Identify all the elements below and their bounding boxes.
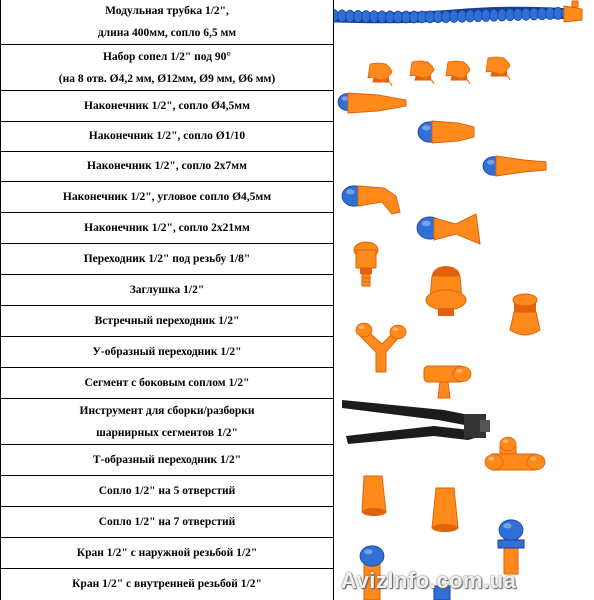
row-label: Модульная трубка 1/2", [105, 5, 229, 17]
row-label: Встречный переходник 1/2" [94, 314, 240, 327]
row-label: Инструмент для сборки/разборки [79, 404, 255, 417]
table-row: Кран 1/2" с наружной резьбой 1/2" [1, 538, 333, 569]
table-row: Наконечник 1/2", сопло Ø4,5мм [1, 91, 333, 122]
table-row: Заглушка 1/2" [1, 275, 333, 306]
watermark: AvizInfo.com.ua [341, 568, 517, 593]
row-label: Сопло 1/2" на 5 отверстий [98, 484, 236, 497]
row-label: Переходник 1/2" под резьбу 1/8" [83, 252, 251, 265]
row-label: Кран 1/2" с наружной резьбой 1/2" [76, 546, 258, 559]
row-label: Наконечник 1/2", сопло Ø4,5мм [84, 99, 250, 112]
row-label: длина 400мм, сопло 6,5 мм [97, 27, 237, 39]
row-label: Т-образный переходник 1/2" [92, 453, 242, 466]
table-row: Наконечник 1/2", сопло 2х21мм [1, 213, 333, 244]
fan-tip-nozzle-icon [416, 213, 481, 245]
tip-nozzle-4-5-icon [337, 92, 407, 114]
y-adapter-icon [355, 322, 407, 373]
tip-nozzle-2x7-icon [482, 155, 547, 177]
tip-nozzle-1-10-icon [417, 120, 475, 144]
t-adapter-icon [484, 436, 546, 471]
table-row: У-образный переходник 1/2" [1, 337, 333, 368]
modular-hose-icon [334, 0, 583, 24]
row-label: шарнирных сегментов 1/2" [96, 426, 238, 439]
row-label: У-образный переходник 1/2" [92, 345, 242, 358]
table-row: Модульная трубка 1/2", длина 400мм, сопло… [1, 0, 333, 45]
table-row: Сопло 1/2" на 7 отверстий [1, 507, 333, 538]
table-row: Сопло 1/2" на 5 отверстий [1, 476, 333, 507]
row-label: Сегмент с боковым соплом 1/2" [84, 376, 250, 389]
row-label: Набор сопел 1/2" под 90° [102, 50, 232, 63]
end-plug-icon [425, 266, 467, 316]
assembly-pliers-icon [342, 400, 490, 444]
table-row: Наконечник 1/2", сопло Ø1/10 [1, 122, 333, 152]
five-hole-nozzle-icon [361, 475, 387, 516]
male-thread-valve-icon [497, 519, 525, 575]
product-images [334, 0, 594, 600]
table-row: Т-образный переходник 1/2" [1, 445, 333, 476]
counter-adapter-icon [509, 293, 541, 336]
row-label: Кран 1/2" с внутренней резьбой 1/2" [72, 578, 262, 590]
row-label: (на 8 отв. Ø4,2 мм, Ø12мм, Ø9 мм, Ø6 мм) [58, 72, 276, 85]
product-images-svg [334, 0, 583, 600]
female-thread-valve-icon [359, 545, 451, 600]
table-row: Наконечник 1/2", сопло 2х7мм [1, 152, 333, 182]
table-row: Набор сопел 1/2" под 90° (на 8 отв. Ø4,2 … [1, 45, 333, 91]
table-row: Переходник 1/2" под резьбу 1/8" [1, 244, 333, 275]
table-row: Кран 1/2" с внутренней резьбой 1/2" [1, 569, 333, 600]
row-label: Сопло 1/2" на 7 отверстий [98, 515, 236, 528]
angled-tip-nozzle-icon [341, 185, 401, 215]
row-label: Заглушка 1/2" [129, 283, 205, 296]
side-nozzle-segment-icon [423, 365, 472, 399]
seven-hole-nozzle-icon [431, 487, 459, 532]
nozzle-set-90-icon [367, 56, 511, 87]
table-row: Наконечник 1/2", угловое сопло Ø4,5мм [1, 182, 333, 213]
row-label: Наконечник 1/2", сопло 2х21мм [84, 221, 250, 234]
table-row: Сегмент с боковым соплом 1/2" [1, 368, 333, 399]
row-label: Наконечник 1/2", угловое сопло Ø4,5мм [62, 190, 272, 203]
thread-adapter-icon [353, 241, 379, 287]
table-row: Встречный переходник 1/2" [1, 306, 333, 337]
table-row: Инструмент для сборки/разборки шарнирных … [1, 399, 333, 445]
row-label: Наконечник 1/2", сопло Ø1/10 [88, 130, 246, 142]
product-table: Модульная трубка 1/2", длина 400мм, сопло… [0, 0, 334, 600]
row-label: Наконечник 1/2", сопло 2х7мм [87, 160, 247, 172]
